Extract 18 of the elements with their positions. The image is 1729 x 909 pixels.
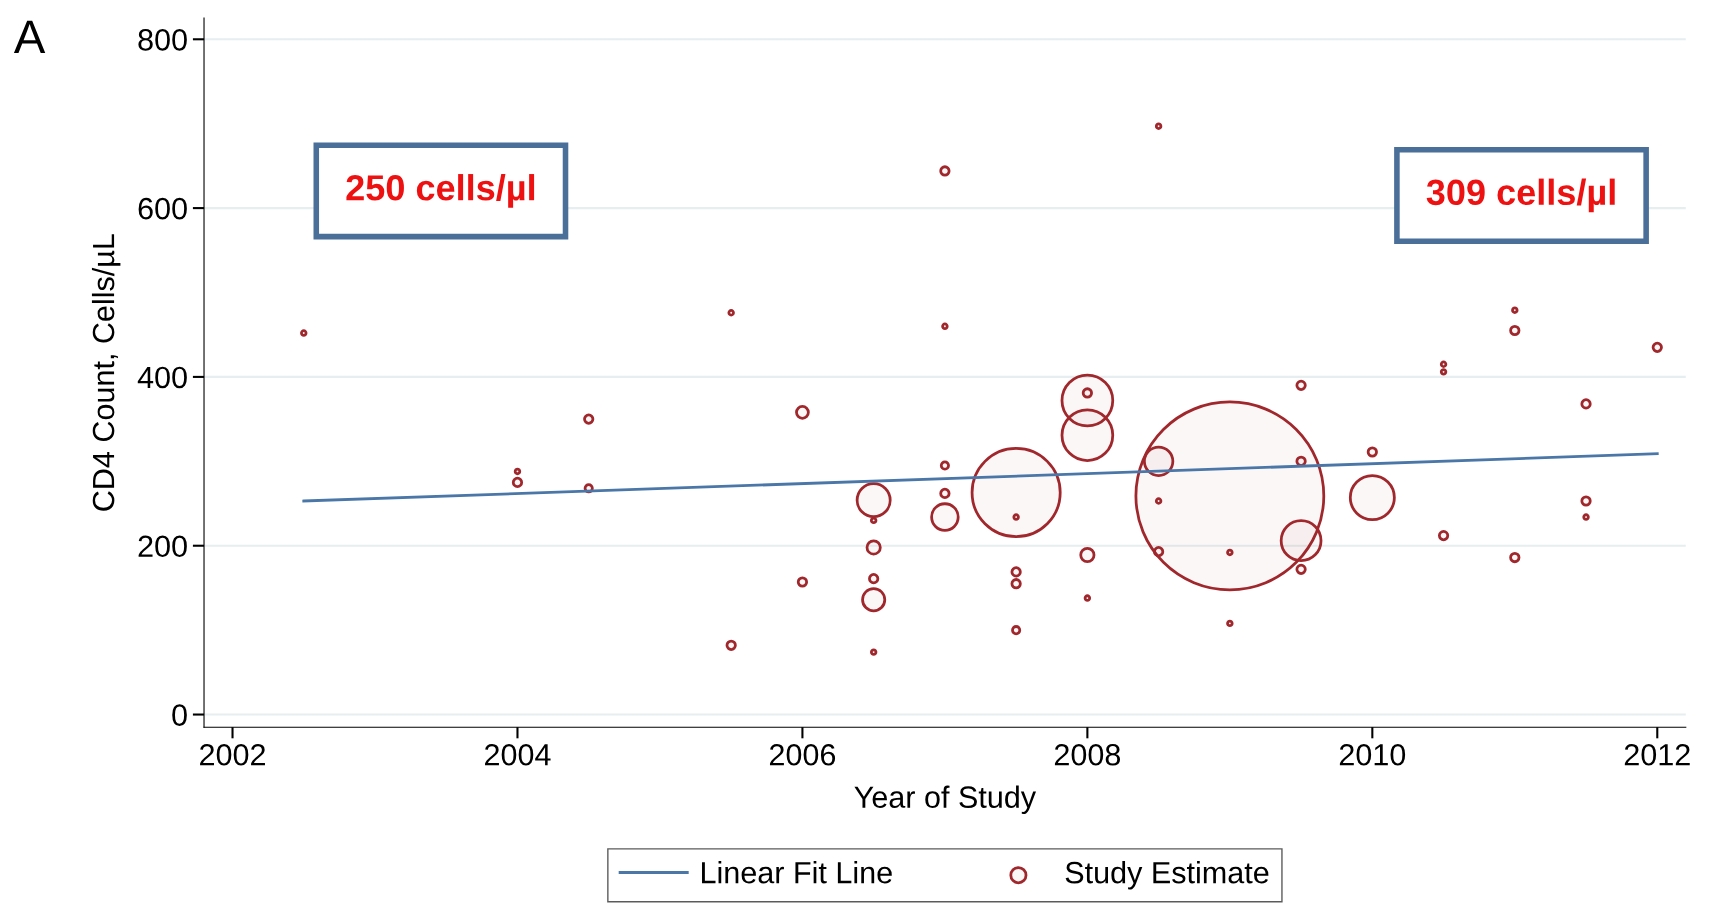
x-tick-label: 2002 (200, 743, 265, 766)
y-tick-label: 800 (138, 29, 187, 51)
x-tick-label: 2006 (769, 743, 836, 766)
x-tick-label: 2004 (485, 743, 551, 766)
x-tick-label: 2010 (1339, 743, 1406, 766)
y-tick-label: 200 (138, 535, 187, 558)
chart-title: A (13, 20, 46, 54)
x-axis-title: Year of Study (854, 785, 1037, 815)
x-tick-label: 2008 (1054, 743, 1121, 766)
annotation: 309 cells/µl (1426, 178, 1615, 213)
y-tick-label: 400 (137, 366, 187, 389)
y-tick-label: 600 (138, 197, 187, 220)
x-tick-label: 2012 (1624, 743, 1690, 766)
y-axis-title: CD4 Count, Cells/µL (91, 234, 121, 511)
legend-label: Linear Fit Line (702, 861, 892, 884)
annotation: 250 cells/µl (346, 174, 535, 208)
legend-label: Study Estimate (1065, 861, 1269, 890)
y-tick-label: 0 (172, 704, 187, 726)
